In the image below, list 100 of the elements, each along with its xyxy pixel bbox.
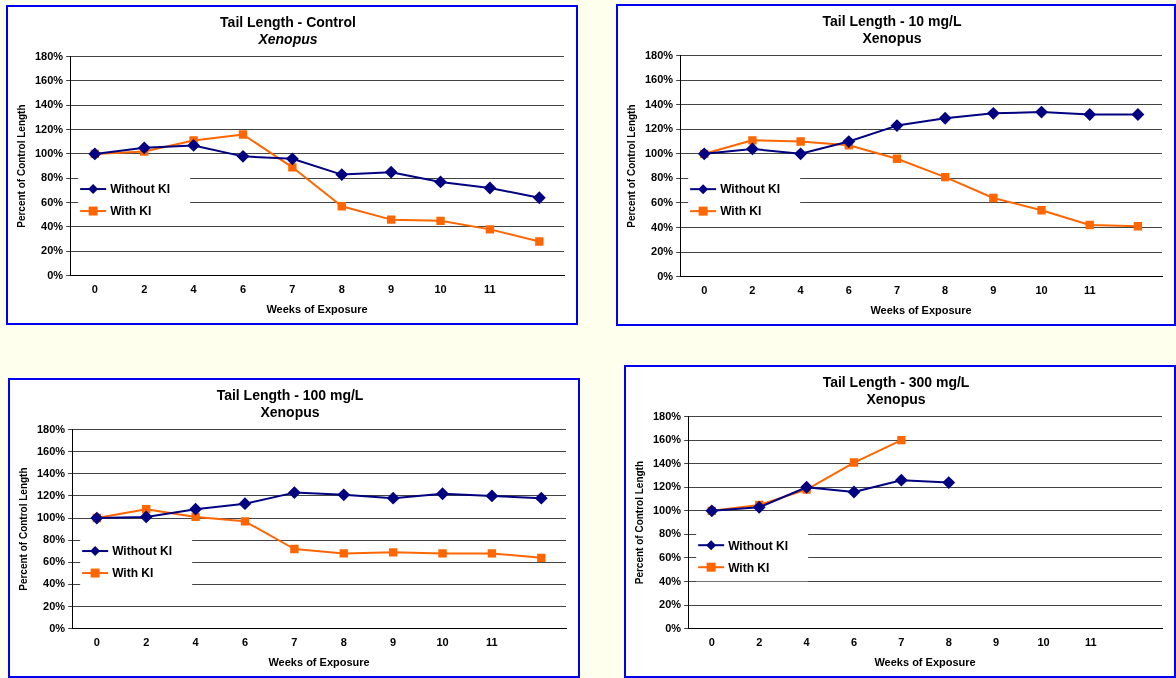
x-tick-label: 0: [93, 636, 100, 649]
x-tick-label: 9: [990, 284, 997, 297]
x-tick-label: 9: [388, 283, 395, 296]
y-tick-label: 80%: [41, 171, 64, 184]
y-tick-label: 120%: [644, 122, 674, 135]
y-tick-label: 0%: [49, 621, 66, 634]
y-axis-title: Percent of Control Length: [15, 104, 27, 228]
y-tick-label: 140%: [36, 466, 66, 479]
x-tick-label: 11: [486, 636, 498, 649]
x-axis-title: Weeks of Exposure: [268, 656, 370, 669]
x-tick-label: 4: [190, 283, 198, 296]
y-tick-label: 180%: [644, 48, 674, 61]
x-tick-label: 6: [241, 636, 249, 649]
x-tick-label: 6: [850, 636, 858, 649]
y-tick-label: 180%: [34, 49, 64, 62]
chart-title: Tail Length - 100 mg/L: [216, 387, 364, 404]
x-tick-label: 6: [845, 284, 852, 297]
y-tick-label: 60%: [41, 195, 64, 208]
x-tick-label: 2: [749, 284, 756, 297]
x-tick-label: 8: [340, 636, 347, 649]
x-tick-label: 11: [1085, 636, 1097, 649]
x-tick-label: 4: [797, 284, 805, 297]
x-tick-label: 8: [338, 283, 345, 296]
y-tick-label: 120%: [36, 488, 66, 501]
x-tick-label: 10: [1037, 636, 1050, 649]
x-tick-label: 9: [390, 636, 397, 649]
y-tick-label: 100%: [652, 503, 682, 516]
y-tick-label: 140%: [652, 456, 682, 469]
x-tick-label: 2: [141, 283, 148, 296]
y-tick-label: 100%: [34, 146, 64, 159]
y-axis-title: Percent of Control Length: [625, 104, 637, 228]
y-tick-label: 60%: [43, 555, 66, 568]
x-tick-label: 0: [708, 636, 715, 649]
legend-label: With KI: [720, 204, 762, 219]
y-tick-label: 20%: [659, 598, 682, 611]
y-tick-label: 140%: [34, 98, 64, 111]
y-tick-label: 0%: [657, 269, 674, 282]
x-tick-label: 2: [143, 636, 150, 649]
x-tick-label: 4: [192, 636, 200, 649]
y-tick-label: 20%: [41, 244, 64, 257]
y-tick-label: 180%: [36, 422, 66, 435]
y-axis-title: Percent of Control Length: [17, 467, 29, 591]
legend-label: With KI: [110, 204, 152, 219]
x-tick-label: 0: [701, 284, 708, 297]
x-tick-label: 11: [484, 283, 496, 296]
y-tick-label: 80%: [659, 527, 682, 540]
y-tick-label: 160%: [36, 444, 66, 457]
y-tick-label: 120%: [34, 122, 64, 135]
y-tick-label: 100%: [644, 146, 674, 159]
y-tick-label: 0%: [665, 621, 682, 634]
legend-label: Without KI: [720, 182, 781, 197]
legend-label: Without KI: [728, 538, 789, 553]
x-tick-label: 10: [434, 283, 447, 296]
y-tick-label: 0%: [47, 268, 64, 281]
y-tick-label: 160%: [34, 73, 64, 86]
x-tick-label: 10: [436, 636, 449, 649]
legend-label: With KI: [728, 560, 770, 575]
chart-title: Tail Length - 300 mg/L: [822, 374, 970, 391]
x-axis-title: Weeks of Exposure: [874, 656, 976, 669]
x-tick-label: 6: [239, 283, 247, 296]
x-axis-title: Weeks of Exposure: [266, 303, 368, 316]
x-tick-label: 7: [893, 284, 901, 297]
x-tick-label: 9: [993, 636, 1000, 649]
chart-subtitle: Xenopus: [866, 391, 926, 408]
y-tick-label: 160%: [644, 73, 674, 86]
x-tick-label: 2: [756, 636, 763, 649]
x-tick-label: 10: [1035, 284, 1048, 297]
y-tick-label: 40%: [651, 220, 674, 233]
x-tick-label: 0: [91, 283, 98, 296]
y-tick-label: 20%: [651, 245, 674, 258]
x-tick-label: 11: [1083, 284, 1096, 297]
x-tick-label: 8: [942, 284, 949, 297]
chart-title: Tail Length - 10 mg/L: [822, 13, 962, 30]
x-tick-label: 7: [291, 636, 298, 649]
chart-title: Tail Length - Control: [220, 14, 356, 31]
legend-label: Without KI: [110, 182, 171, 197]
y-tick-label: 40%: [659, 574, 682, 587]
y-tick-label: 20%: [43, 599, 66, 612]
x-axis-title: Weeks of Exposure: [870, 304, 972, 317]
chart-subtitle: Xenopus: [257, 31, 318, 48]
x-tick-label: 4: [803, 636, 811, 649]
x-tick-label: 7: [289, 283, 296, 296]
chart-subtitle: Xenopus: [260, 404, 320, 421]
y-tick-label: 100%: [36, 511, 66, 524]
x-tick-label: 7: [898, 636, 905, 649]
y-tick-label: 180%: [652, 409, 682, 422]
legend-label: With KI: [112, 566, 154, 581]
chart-subtitle: Xenopus: [862, 30, 922, 47]
y-tick-label: 160%: [652, 433, 682, 446]
legend-label: Without KI: [112, 544, 173, 559]
y-tick-label: 80%: [43, 533, 66, 546]
y-tick-label: 80%: [651, 171, 674, 184]
y-tick-label: 60%: [659, 550, 682, 563]
y-tick-label: 40%: [41, 219, 64, 232]
y-axis-title: Percent of Control Length: [633, 460, 645, 585]
y-tick-label: 140%: [644, 97, 674, 110]
y-tick-label: 60%: [651, 195, 674, 208]
y-tick-label: 120%: [652, 480, 682, 493]
x-tick-label: 8: [945, 636, 952, 649]
y-tick-label: 40%: [43, 577, 66, 590]
